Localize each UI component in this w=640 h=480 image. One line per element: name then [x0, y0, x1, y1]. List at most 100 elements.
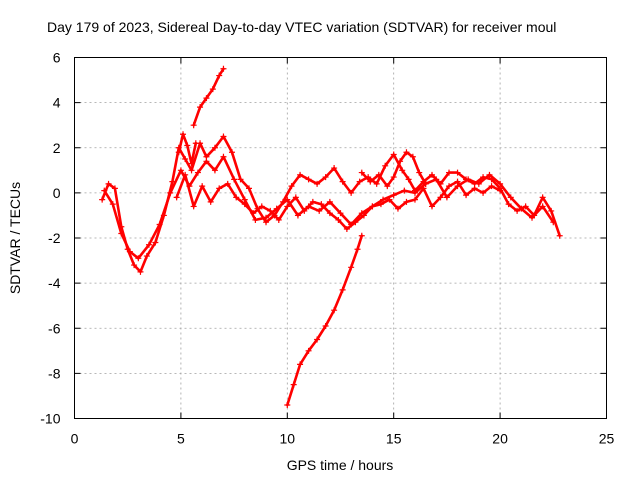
data-point [397, 158, 404, 165]
data-point [258, 203, 265, 210]
data-point [284, 203, 291, 210]
data-point [507, 194, 514, 201]
data-point [224, 180, 231, 187]
data-point [188, 160, 195, 167]
x-tick-label: 10 [280, 431, 296, 447]
data-point [465, 176, 472, 183]
series-line [192, 67, 225, 127]
x-axis-title: GPS time / hours [287, 457, 394, 473]
data-point [241, 201, 248, 208]
data-point [497, 180, 504, 187]
series-line [360, 151, 427, 188]
data-point [316, 207, 323, 214]
data-point [411, 189, 418, 196]
data-point [446, 169, 453, 176]
y-axis-title: SDTVAR / TECUs [7, 182, 23, 294]
data-point [390, 192, 397, 199]
data-point [358, 169, 365, 176]
data-point [263, 214, 270, 221]
x-tick-labels: 0 5 10 15 20 25 [71, 431, 615, 447]
data-point [335, 216, 342, 223]
y-tick-label: -2 [48, 230, 61, 246]
data-point [290, 381, 297, 388]
series-trace-secondary [101, 153, 557, 262]
data-point [488, 183, 495, 190]
data-point [211, 144, 218, 151]
data-point [401, 187, 408, 194]
data-point [518, 205, 525, 212]
series-trace-low [173, 171, 504, 232]
data-point [367, 178, 374, 185]
data-point [184, 142, 191, 149]
data-point [548, 207, 555, 214]
x-tick-label: 25 [599, 431, 615, 447]
data-point [326, 198, 333, 205]
data-point [152, 239, 159, 246]
data-point [318, 201, 325, 208]
data-point [429, 171, 436, 178]
data-point [190, 122, 197, 129]
data-point [339, 286, 346, 293]
data-point [358, 232, 365, 239]
data-point [188, 167, 195, 174]
y-tick-labels: -10 -8 -6 -4 -2 0 2 4 6 [40, 50, 60, 427]
data-point [352, 219, 359, 226]
data-point [297, 171, 304, 178]
data-point [220, 153, 227, 160]
data-point [275, 216, 282, 223]
data-point [443, 194, 450, 201]
data-point [105, 180, 112, 187]
data-point [284, 196, 291, 203]
data-point [522, 203, 529, 210]
data-point [529, 214, 536, 221]
data-point [420, 185, 427, 192]
data-point [411, 196, 418, 203]
data-point [384, 183, 391, 190]
data-point [331, 307, 338, 314]
data-point [322, 322, 329, 329]
series-trace-early-spike [190, 65, 227, 129]
series-trace-upper [175, 131, 199, 167]
series-trace-bump [358, 149, 429, 190]
data-point [405, 176, 412, 183]
data-point [331, 165, 338, 172]
data-point [288, 183, 295, 190]
data-point [273, 205, 280, 212]
data-point [180, 131, 187, 138]
data-point [390, 151, 397, 158]
data-point [220, 65, 227, 72]
data-point [203, 95, 210, 102]
data-point [143, 253, 150, 260]
data-point [314, 336, 321, 343]
data-point [167, 189, 174, 196]
data-point [394, 205, 401, 212]
data-point [301, 207, 308, 214]
data-point [382, 162, 389, 169]
data-point [446, 183, 453, 190]
data-point [294, 212, 301, 219]
data-point [137, 268, 144, 275]
data-point [339, 178, 346, 185]
data-point [326, 210, 333, 217]
data-point [305, 176, 312, 183]
data-point [99, 196, 106, 203]
data-point [348, 189, 355, 196]
y-tick-label: 6 [53, 50, 61, 66]
data-point [556, 232, 563, 239]
y-tick-label: 2 [53, 140, 61, 156]
data-point [403, 149, 410, 156]
data-point [471, 185, 478, 192]
x-tick-label: 5 [177, 431, 185, 447]
data-point [386, 196, 393, 203]
data-point [197, 104, 204, 111]
data-point [539, 203, 546, 210]
data-point [228, 149, 235, 156]
data-point [486, 171, 493, 178]
data-point [409, 153, 416, 160]
y-tick-label: -8 [48, 365, 61, 381]
x-tick-label: 15 [386, 431, 402, 447]
data-point [211, 167, 218, 174]
data-point [118, 230, 125, 237]
